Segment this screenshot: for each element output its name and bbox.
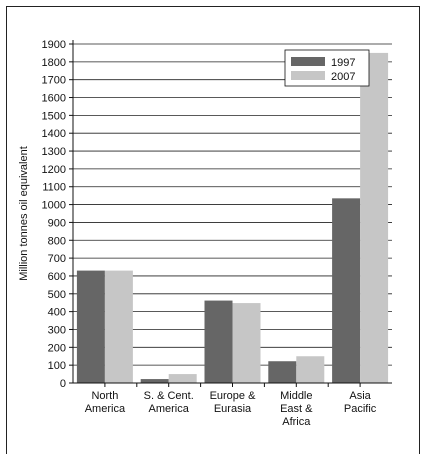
y-tick-label: 1700 xyxy=(42,75,66,87)
bar-2007-3 xyxy=(296,356,325,383)
bar-1997-4 xyxy=(332,198,361,383)
y-tick-label: 700 xyxy=(48,253,66,265)
bar-2007-0 xyxy=(104,270,133,383)
x-category-label: S. & Cent. America xyxy=(144,390,194,415)
y-tick-label: 1500 xyxy=(42,110,66,122)
legend-swatch-2007 xyxy=(291,71,325,80)
y-tick-label: 1300 xyxy=(42,146,66,158)
y-tick-label: 1400 xyxy=(42,128,66,140)
x-category-label: Asia Pacific xyxy=(344,390,377,415)
x-category-label: Europe & Eurasia xyxy=(210,390,257,415)
y-tick-label: 600 xyxy=(48,271,66,283)
y-tick-label: 1900 xyxy=(42,39,66,51)
legend-label-1997: 1997 xyxy=(331,57,355,69)
bar-2007-1 xyxy=(168,374,197,383)
y-tick-label: 800 xyxy=(48,235,66,247)
y-tick-label: 1100 xyxy=(42,182,66,194)
y-tick-label: 300 xyxy=(48,324,66,336)
legend-swatch-1997 xyxy=(291,57,325,66)
y-tick-label: 400 xyxy=(48,307,66,319)
y-tick-label: 900 xyxy=(48,217,66,229)
chart-frame xyxy=(6,6,420,454)
y-tick-label: 1000 xyxy=(42,200,66,212)
bar-1997-1 xyxy=(140,379,169,383)
y-axis-ticks: 0 100 200 300 400 500 600 700 800 900 1000 1100 1200… xyxy=(42,39,73,390)
legend-box xyxy=(284,49,370,87)
x-category-label: Middle East & Africa xyxy=(280,390,313,428)
x-axis-categories: North America S. & Cent. America Europe & Eur… xyxy=(85,383,377,428)
bar-2007-2 xyxy=(232,303,261,383)
y-tick-label: 1200 xyxy=(42,164,66,176)
bar-1997-3 xyxy=(268,361,297,383)
bars xyxy=(76,52,389,383)
y-tick-label: 500 xyxy=(48,289,66,301)
legend-label-2007: 2007 xyxy=(331,71,355,83)
y-tick-label: 0 xyxy=(60,378,66,390)
y-tick-label: 1600 xyxy=(42,93,66,105)
bar-2007-4 xyxy=(360,52,389,383)
bar-1997-0 xyxy=(76,270,105,383)
bar-1997-2 xyxy=(204,300,233,383)
y-tick-label: 100 xyxy=(48,360,66,372)
y-axis-label: Million tonnes oil equivalent xyxy=(18,146,30,281)
x-category-label: North America xyxy=(85,390,126,415)
legend: 1997 2007 xyxy=(284,49,370,87)
y-tick-label: 200 xyxy=(48,342,66,354)
y-tick-label: 1800 xyxy=(42,57,66,69)
